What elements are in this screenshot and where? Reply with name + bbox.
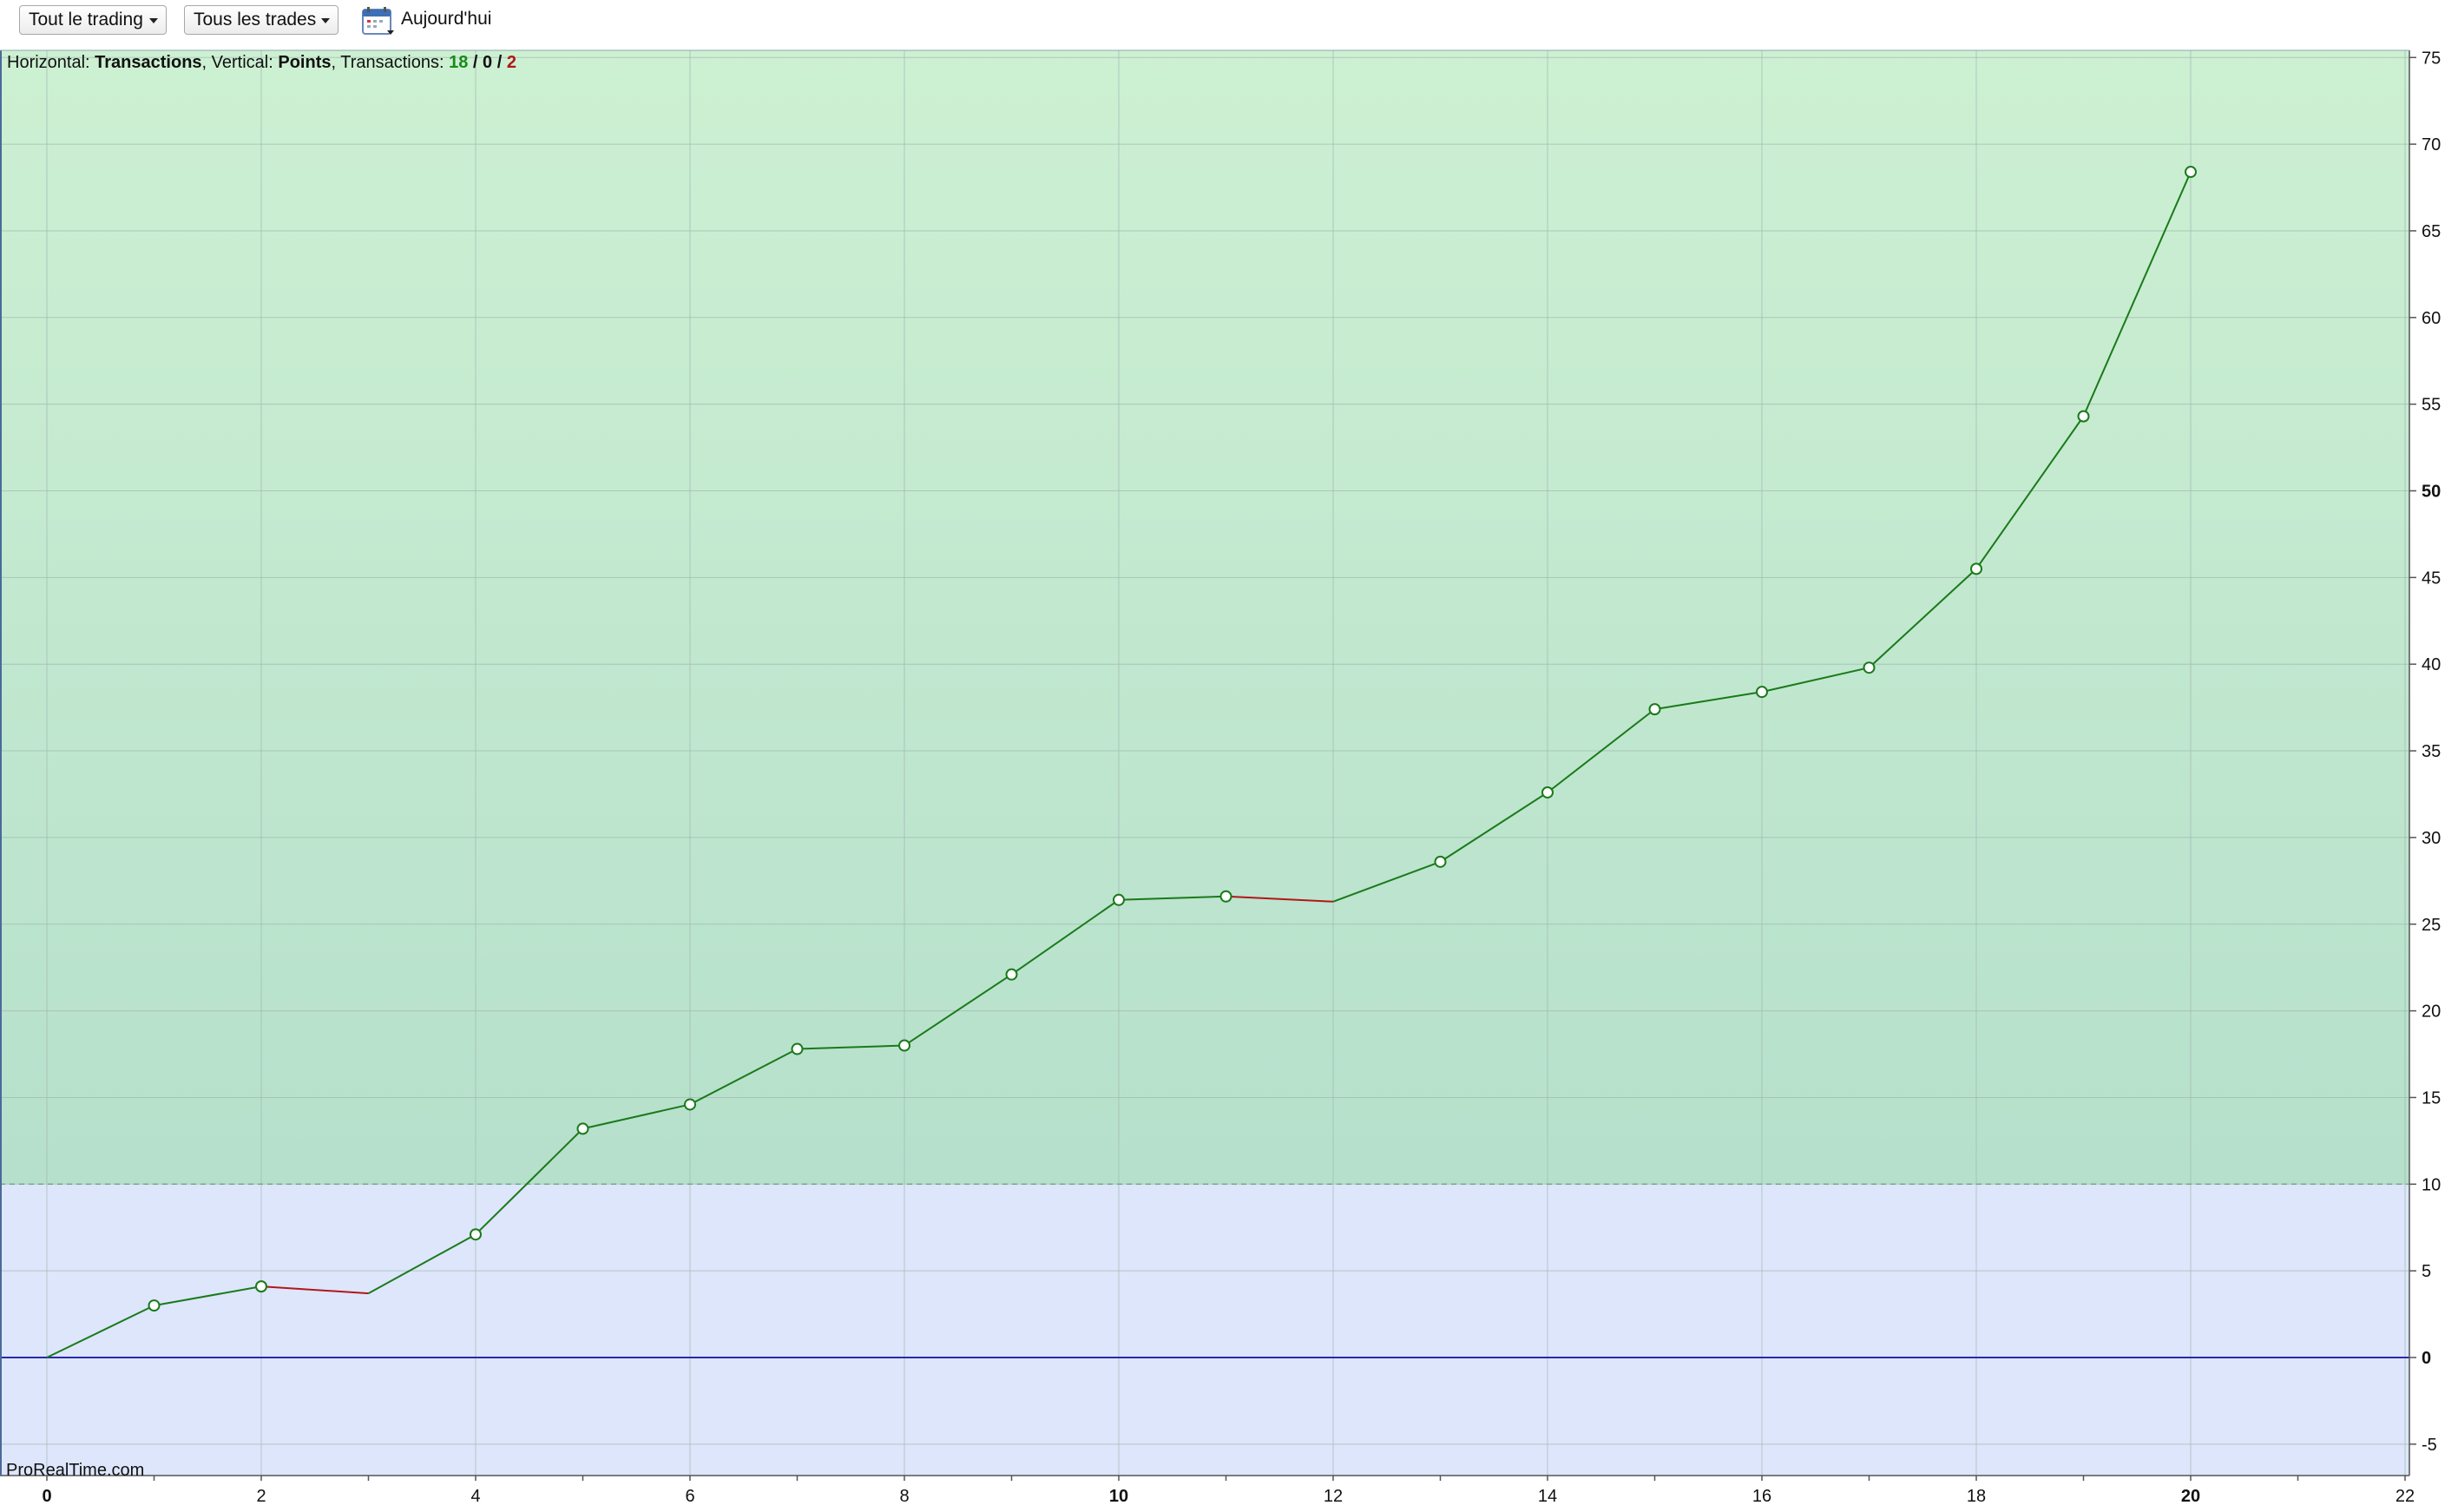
separator: / bbox=[492, 53, 507, 72]
data-point bbox=[1863, 661, 1876, 674]
x-tick-label: 14 bbox=[1538, 1487, 1557, 1506]
equity-segment-loss bbox=[1226, 895, 1334, 903]
data-point bbox=[1648, 703, 1661, 716]
win-count: 18 bbox=[449, 53, 468, 72]
y-tick-label: 50 bbox=[2422, 483, 2441, 502]
data-point bbox=[1756, 686, 1768, 699]
equity-segment-gain bbox=[797, 1044, 905, 1050]
data-point bbox=[1219, 890, 1232, 903]
y-tick-label: 5 bbox=[2422, 1262, 2431, 1281]
y-tick-label: 40 bbox=[2422, 655, 2441, 674]
profit-zone bbox=[0, 50, 2409, 1185]
equity-segment-gain bbox=[1439, 792, 1548, 863]
info-bar: Horizontal: Transactions, Vertical: Poin… bbox=[7, 53, 516, 72]
trades-filter-label: Tous les trades bbox=[194, 10, 317, 30]
data-point bbox=[148, 1299, 161, 1312]
data-point bbox=[1434, 855, 1447, 868]
equity-segment-gain bbox=[368, 1233, 476, 1294]
y-tick-label: 15 bbox=[2422, 1088, 2441, 1108]
y-tick-label: 20 bbox=[2422, 1003, 2441, 1022]
watermark: ProRealTime.com bbox=[6, 1461, 144, 1480]
trading-scope-dropdown[interactable]: Tout le trading bbox=[19, 5, 167, 35]
data-point bbox=[2077, 410, 2090, 423]
neutral-count: 0 bbox=[483, 53, 492, 72]
data-point bbox=[1970, 562, 1982, 575]
data-point bbox=[898, 1039, 910, 1052]
equity-segment-gain bbox=[1868, 568, 1977, 668]
y-tick-label: 55 bbox=[2422, 396, 2441, 415]
data-point bbox=[791, 1042, 804, 1055]
data-point bbox=[470, 1228, 482, 1241]
info-transactions-label: , Transactions: bbox=[331, 53, 449, 72]
trades-filter-dropdown[interactable]: Tous les trades bbox=[184, 5, 338, 35]
data-point bbox=[1113, 893, 1125, 906]
equity-series bbox=[46, 171, 2192, 1358]
info-vertical-value: Points bbox=[278, 53, 331, 72]
equity-segment-gain bbox=[1975, 416, 2085, 569]
data-point bbox=[2185, 166, 2197, 179]
y-tick-label: 35 bbox=[2422, 742, 2441, 761]
x-tick-label: 12 bbox=[1324, 1487, 1343, 1506]
equity-segment-gain bbox=[582, 1103, 691, 1130]
x-tick-label: 2 bbox=[256, 1487, 266, 1506]
y-tick-label: 30 bbox=[2422, 829, 2441, 848]
y-axis: -5 0 5 10 15 20 25 30 35 40 45 50 55 60 65 70 75 bbox=[2409, 49, 2441, 1455]
plot-background bbox=[0, 50, 2409, 1476]
equity-segment-gain bbox=[2082, 171, 2192, 417]
chevron-down-icon bbox=[149, 18, 158, 23]
info-horizontal-value: Transactions bbox=[95, 53, 201, 72]
y-tick-label: 70 bbox=[2422, 135, 2441, 154]
toolbar: Tout le trading Tous les trades Aujourd'… bbox=[0, 0, 2458, 49]
data-point bbox=[576, 1122, 589, 1135]
info-vertical-label: , Vertical: bbox=[202, 53, 279, 72]
trading-scope-label: Tout le trading bbox=[29, 10, 143, 30]
equity-segment-gain bbox=[904, 973, 1013, 1047]
x-tick-label: 6 bbox=[685, 1487, 694, 1506]
data-point bbox=[1541, 786, 1554, 799]
plot-frame bbox=[0, 49, 2410, 1476]
x-tick-label: 8 bbox=[899, 1487, 909, 1506]
y-tick-label: -5 bbox=[2422, 1436, 2437, 1455]
equity-segment-gain bbox=[1010, 898, 1120, 976]
x-tick-label: 20 bbox=[2181, 1487, 2200, 1506]
calendar-icon[interactable] bbox=[361, 6, 396, 37]
y-tick-label: 75 bbox=[2422, 49, 2441, 68]
y-tick-label: 60 bbox=[2422, 309, 2441, 328]
reference-lines bbox=[0, 1183, 2409, 1358]
equity-segment-gain bbox=[475, 1127, 584, 1235]
data-point bbox=[1005, 968, 1018, 981]
equity-segment-loss bbox=[260, 1285, 369, 1295]
base-zone bbox=[0, 1184, 2409, 1476]
equity-segment-gain bbox=[154, 1285, 262, 1307]
y-tick-label: 25 bbox=[2422, 916, 2441, 935]
equity-segment-gain bbox=[1118, 895, 1226, 901]
equity-segment-gain bbox=[1547, 708, 1656, 793]
x-tick-label: 18 bbox=[1967, 1487, 1986, 1506]
y-tick-label: 45 bbox=[2422, 569, 2441, 588]
info-horizontal-label: Horizontal: bbox=[7, 53, 95, 72]
data-point bbox=[255, 1280, 267, 1293]
equity-segment-gain bbox=[1654, 691, 1763, 711]
data-point bbox=[684, 1098, 696, 1111]
x-tick-label: 0 bbox=[42, 1487, 51, 1506]
date-label[interactable]: Aujourd'hui bbox=[401, 9, 492, 29]
equity-segment-gain bbox=[1332, 860, 1441, 903]
x-tick-label: 16 bbox=[1752, 1487, 1771, 1506]
chevron-down-icon bbox=[321, 18, 330, 23]
y-tick-label: 65 bbox=[2422, 222, 2441, 241]
equity-markers bbox=[148, 166, 2197, 1312]
x-axis: 0 2 4 6 8 10 12 14 16 18 20 22 bbox=[42, 1476, 2415, 1506]
x-tick-label: 10 bbox=[1109, 1487, 1128, 1506]
equity-segment-gain bbox=[689, 1048, 798, 1106]
separator: / bbox=[468, 53, 483, 72]
y-tick-label: 10 bbox=[2422, 1175, 2441, 1194]
equity-segment-gain bbox=[1761, 667, 1870, 694]
x-tick-label: 22 bbox=[2396, 1487, 2415, 1506]
y-tick-label: 0 bbox=[2422, 1349, 2431, 1368]
equity-segment-gain bbox=[46, 1305, 154, 1358]
x-tick-label: 4 bbox=[470, 1487, 480, 1506]
loss-count: 2 bbox=[507, 53, 516, 72]
